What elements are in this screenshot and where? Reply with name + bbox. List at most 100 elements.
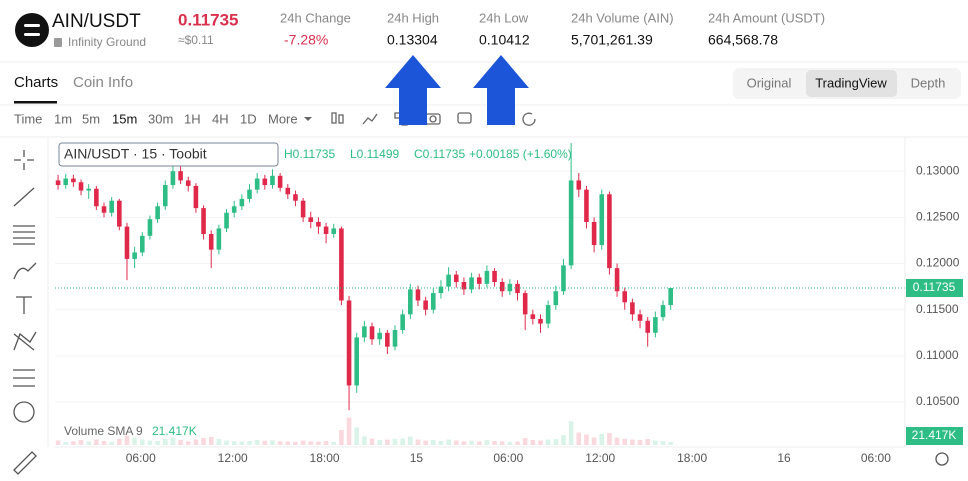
volume-bar [385,439,390,445]
tool-icon[interactable] [522,112,536,126]
tool-icon[interactable] [362,113,378,125]
candle-body [430,293,436,310]
tool-icon[interactable] [429,115,437,123]
volume-bar [645,439,650,445]
candle-body [170,171,176,186]
volume-bar [124,435,130,445]
candle-body [607,194,612,269]
candle-body [132,252,137,259]
candle-body [71,178,76,183]
volume-bar [216,439,222,445]
volume-bar [155,441,160,445]
legend-title: AIN/USDT · 15 · Toobit [64,146,207,162]
volume-bar [545,439,551,445]
candle-body [545,305,551,324]
view-tab[interactable]: Depth [911,75,946,90]
tool-icon[interactable] [338,114,344,124]
candle-body [369,326,375,340]
volume-bar [515,441,520,445]
candle-body [193,185,199,209]
drawing-toolbar [13,150,37,475]
volume-bar [637,440,643,445]
stat-value: 664,568.78 [708,32,778,48]
volume-bar [201,438,206,445]
volume-bar [193,439,199,445]
volume-bar [507,441,513,445]
candle-body [561,265,566,292]
y-tick-label: 0.11000 [916,348,959,362]
volume-bar [117,438,122,445]
volume-bar [178,440,183,445]
legend-box[interactable] [58,142,279,167]
interval[interactable]: 1m [54,111,72,126]
draw-tool[interactable] [13,225,35,245]
interval[interactable]: More [268,111,298,126]
coin-icon-bar [24,24,40,27]
draw-tool[interactable] [13,401,35,423]
view-selected [806,70,897,97]
draw-tool[interactable] [13,262,37,280]
interval[interactable]: Time [14,111,42,126]
volume-bar [262,440,268,445]
candle-body [201,208,206,234]
candle-body [392,330,398,347]
candle-body [423,300,428,310]
draw-tool[interactable] [16,296,32,314]
candle-body [346,300,352,386]
candle-body [216,228,222,250]
volume-bar [346,417,352,445]
volume-bar [591,437,597,445]
volume-bar [71,441,76,445]
candle-body [591,221,597,246]
settings-icon[interactable] [935,452,949,466]
candle-body [522,293,528,315]
candle-body [323,226,329,234]
candle-body [247,189,252,199]
x-tick-label: 06:00 [861,451,891,465]
volume-bar [530,440,536,445]
interval[interactable]: 15m [112,111,137,126]
view-tab[interactable]: TradingView [815,75,887,90]
draw-tool[interactable] [14,150,34,170]
draw-tool[interactable] [13,187,35,207]
volume-bar [430,440,436,445]
draw-tool[interactable] [13,369,35,387]
tool-icon[interactable] [331,112,337,124]
volume-bar [354,427,360,445]
stat-value: -7.28% [284,32,328,48]
interval[interactable]: 5m [82,111,100,126]
interval[interactable]: 1D [240,111,257,126]
volume-bar [423,440,428,445]
volume-title: Volume SMA 9 [64,424,143,438]
candle-body [377,332,382,340]
volume-bar [469,440,474,445]
annotation-arrow [385,55,441,125]
volume-bar [607,433,612,445]
volume-bar [55,440,61,445]
interval[interactable]: 4H [212,111,229,126]
draw-tool[interactable] [13,451,37,475]
volume-bar [316,441,321,445]
y-tick-label: 0.10500 [916,394,960,408]
candle-body [94,188,99,207]
candle-body [576,180,582,190]
volume-bar [484,440,490,445]
annotation-arrow [473,55,529,125]
candle-body [637,314,643,321]
interval[interactable]: 1H [184,111,201,126]
interval[interactable]: 30m [148,111,173,126]
candle-body [408,289,413,315]
stat-label: 24h Volume (AIN) [571,10,674,25]
candle-body [538,318,543,324]
candle-body [224,212,229,229]
tool-icon[interactable] [457,112,472,124]
tab[interactable]: Coin Info [73,74,133,91]
candle-body [254,178,260,190]
draw-tool[interactable] [13,331,37,351]
view-tab[interactable]: Original [747,75,792,90]
candle-body [147,219,153,236]
candle-body [415,289,421,301]
volume-bar [86,441,91,445]
tab[interactable]: Charts [14,74,58,91]
